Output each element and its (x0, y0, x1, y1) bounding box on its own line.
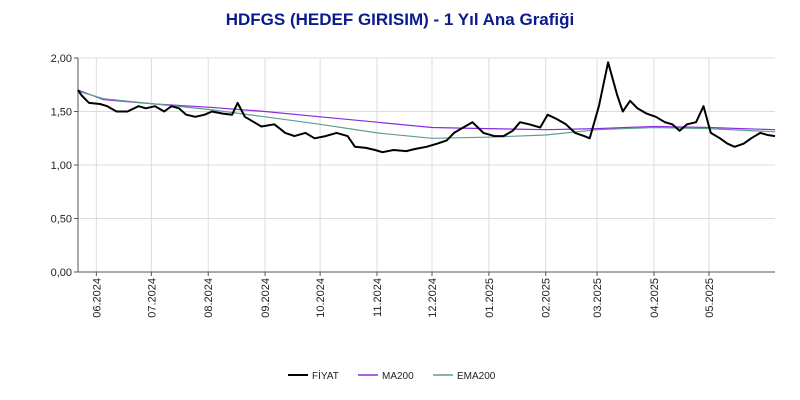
series-line-fiyat (77, 61, 776, 154)
series-line-ema200 (77, 90, 776, 139)
y-tick-label: 0,00 (51, 267, 72, 279)
x-tick-label: 08.2024 (203, 278, 215, 318)
legend-label: MA200 (382, 371, 414, 382)
x-tick-label: 11.2024 (372, 278, 384, 317)
x-tick-label: 02.2025 (541, 278, 553, 318)
x-tick-label: 10.2024 (315, 278, 327, 318)
y-tick-label: 1,00 (51, 160, 72, 172)
y-tick-label: 0,50 (51, 214, 72, 226)
y-tick-label: 1,50 (51, 107, 72, 119)
x-tick-label: 03.2025 (592, 278, 604, 318)
legend: FİYAT MA200 EMA200 (288, 369, 496, 382)
legend-label: EMA200 (457, 371, 496, 382)
x-tick-label: 04.2025 (649, 278, 661, 318)
grid (78, 57, 775, 273)
x-tick-label: 01.2025 (484, 278, 496, 318)
x-tick-label: 07.2024 (146, 278, 158, 318)
chart-title: HDFGS (HEDEF GIRISIM) - 1 Yıl Ana Grafiğ… (225, 10, 575, 29)
x-tick-label: 06.2024 (91, 278, 103, 318)
x-tick-label: 09.2024 (260, 278, 272, 318)
x-tick-label: 05.2025 (704, 278, 716, 318)
y-tick-label: 2,00 (51, 53, 72, 65)
series-lines (77, 61, 776, 154)
x-tick-label: 12.2024 (427, 278, 439, 318)
axes: 0,00 0,50 1,00 1,50 2,00 06.2024 07.2024 08.202… (51, 53, 775, 318)
legend-label: FİYAT (312, 369, 339, 382)
